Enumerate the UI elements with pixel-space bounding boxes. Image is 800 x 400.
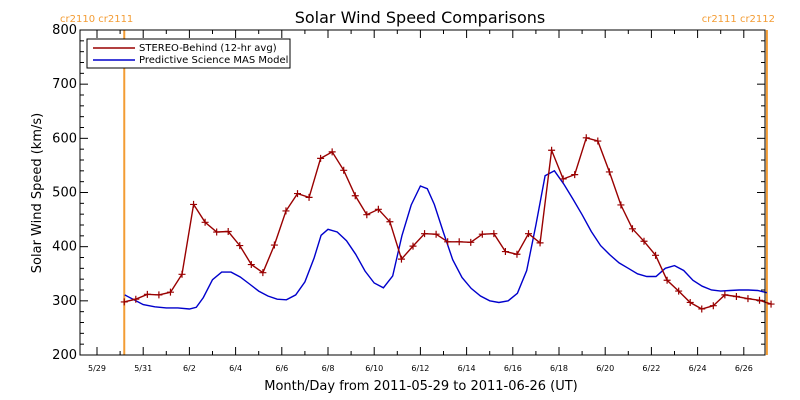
y-tick-label: 300 — [52, 294, 77, 309]
stereo-data-point — [155, 291, 163, 299]
stereo-data-point — [351, 192, 359, 200]
stereo-data-point — [732, 293, 740, 300]
stereo-data-point — [594, 137, 602, 145]
series-layer — [120, 134, 775, 313]
chart-title: Solar Wind Speed Comparisons — [295, 8, 546, 27]
stereo-data-point — [675, 287, 683, 295]
stereo-data-point — [213, 228, 221, 236]
legend-box — [86, 38, 291, 69]
stereo-data-point — [224, 228, 232, 235]
y-tick-label: 700 — [52, 77, 77, 92]
stereo-data-point — [294, 190, 302, 198]
y-axis-label: Solar Wind Speed (km/s) — [30, 113, 45, 273]
stereo-data-point — [536, 239, 544, 247]
stereo-data-point — [663, 276, 671, 284]
stereo-data-point — [328, 148, 336, 156]
stereo-data-point — [143, 290, 151, 298]
stereo-data-point — [744, 295, 752, 303]
stereo-data-point — [525, 230, 533, 238]
stereo-data-point — [432, 230, 440, 238]
legend: STEREO-Behind (12-hr avg) Predictive Sci… — [86, 38, 291, 69]
stereo-data-point — [444, 238, 452, 246]
stereo-data-point — [756, 296, 764, 304]
stereo-data-point — [282, 207, 290, 215]
cr-label-left: cr2110 cr2111 — [60, 14, 133, 25]
model-series-line — [124, 169, 768, 310]
stereo-data-point — [190, 200, 198, 208]
stereo-data-point — [686, 298, 694, 306]
stereo-data-point — [397, 255, 405, 263]
x-tick-label: 6/16 — [504, 364, 522, 373]
x-tick-label: 6/20 — [596, 364, 614, 373]
stereo-data-point — [640, 237, 648, 245]
plot-frame — [79, 29, 766, 356]
stereo-data-point — [120, 298, 128, 306]
x-tick-label: 5/29 — [88, 364, 106, 373]
x-tick-label: 6/10 — [365, 364, 383, 373]
y-tick-label: 400 — [52, 240, 77, 255]
stereo-data-point — [270, 241, 278, 249]
cr-label-right: cr2111 cr2112 — [702, 14, 775, 25]
stereo-data-point — [386, 218, 394, 226]
y-tick-label: 500 — [52, 186, 77, 201]
stereo-data-point — [178, 270, 186, 278]
stereo-data-point — [709, 302, 717, 310]
y-tick-label: 800 — [52, 23, 77, 38]
stereo-data-point — [571, 171, 579, 179]
stereo-data-point — [548, 146, 556, 154]
x-tick-label: 6/26 — [735, 364, 753, 373]
x-tick-label: 6/8 — [322, 364, 335, 373]
stereo-data-point — [317, 154, 325, 162]
x-tick-label: 6/22 — [642, 364, 660, 373]
stereo-data-point — [698, 305, 706, 313]
x-tick-label: 6/24 — [689, 364, 707, 373]
x-tick-label: 6/4 — [229, 364, 242, 373]
stereo-series-line — [124, 136, 772, 310]
x-axis-label: Month/Day from 2011-05-29 to 2011-06-26 … — [264, 379, 577, 394]
stereo-data-point — [340, 166, 348, 174]
carrington-markers-layer — [123, 30, 768, 355]
stereo-data-point — [259, 269, 267, 277]
stereo-data-point — [247, 261, 255, 269]
stereo-data-point — [490, 230, 498, 238]
x-tick-label: 6/6 — [275, 364, 288, 373]
x-tick-label: 6/18 — [550, 364, 568, 373]
stereo-data-point — [559, 175, 567, 183]
stereo-data-point — [582, 134, 590, 142]
legend-label-stereo: STEREO-Behind (12-hr avg) — [139, 43, 277, 54]
stereo-data-point — [467, 238, 475, 246]
stereo-data-point — [605, 168, 613, 176]
y-tick-label: 200 — [52, 348, 77, 363]
y-tick-label: 600 — [52, 131, 77, 146]
stereo-data-point — [478, 230, 486, 238]
stereo-data-point — [652, 251, 660, 259]
x-tick-label: 6/2 — [183, 364, 196, 373]
stereo-data-point — [305, 193, 313, 201]
stereo-data-point — [721, 291, 729, 299]
legend-label-model: Predictive Science MAS Model — [139, 55, 288, 66]
stereo-data-point — [363, 211, 371, 219]
stereo-data-point — [513, 250, 521, 258]
x-tick-label: 5/31 — [134, 364, 152, 373]
stereo-data-point — [617, 201, 625, 209]
stereo-data-point — [374, 205, 382, 213]
stereo-data-point — [409, 242, 417, 250]
stereo-data-point — [628, 225, 636, 233]
stereo-data-point — [132, 295, 140, 303]
stereo-data-point — [767, 300, 775, 308]
stereo-data-point — [421, 230, 429, 238]
x-tick-label: 6/12 — [411, 364, 429, 373]
stereo-data-point — [455, 238, 463, 246]
stereo-data-point — [501, 248, 509, 256]
stereo-data-point — [201, 218, 209, 226]
axis-ticks-layer: 200 300 400 500 600 700 800 5/29 5/31 6/2 6/4 6/6 6/… — [52, 23, 765, 373]
x-tick-label: 6/14 — [458, 364, 476, 373]
stereo-data-point — [166, 288, 174, 296]
stereo-data-point — [236, 242, 244, 250]
